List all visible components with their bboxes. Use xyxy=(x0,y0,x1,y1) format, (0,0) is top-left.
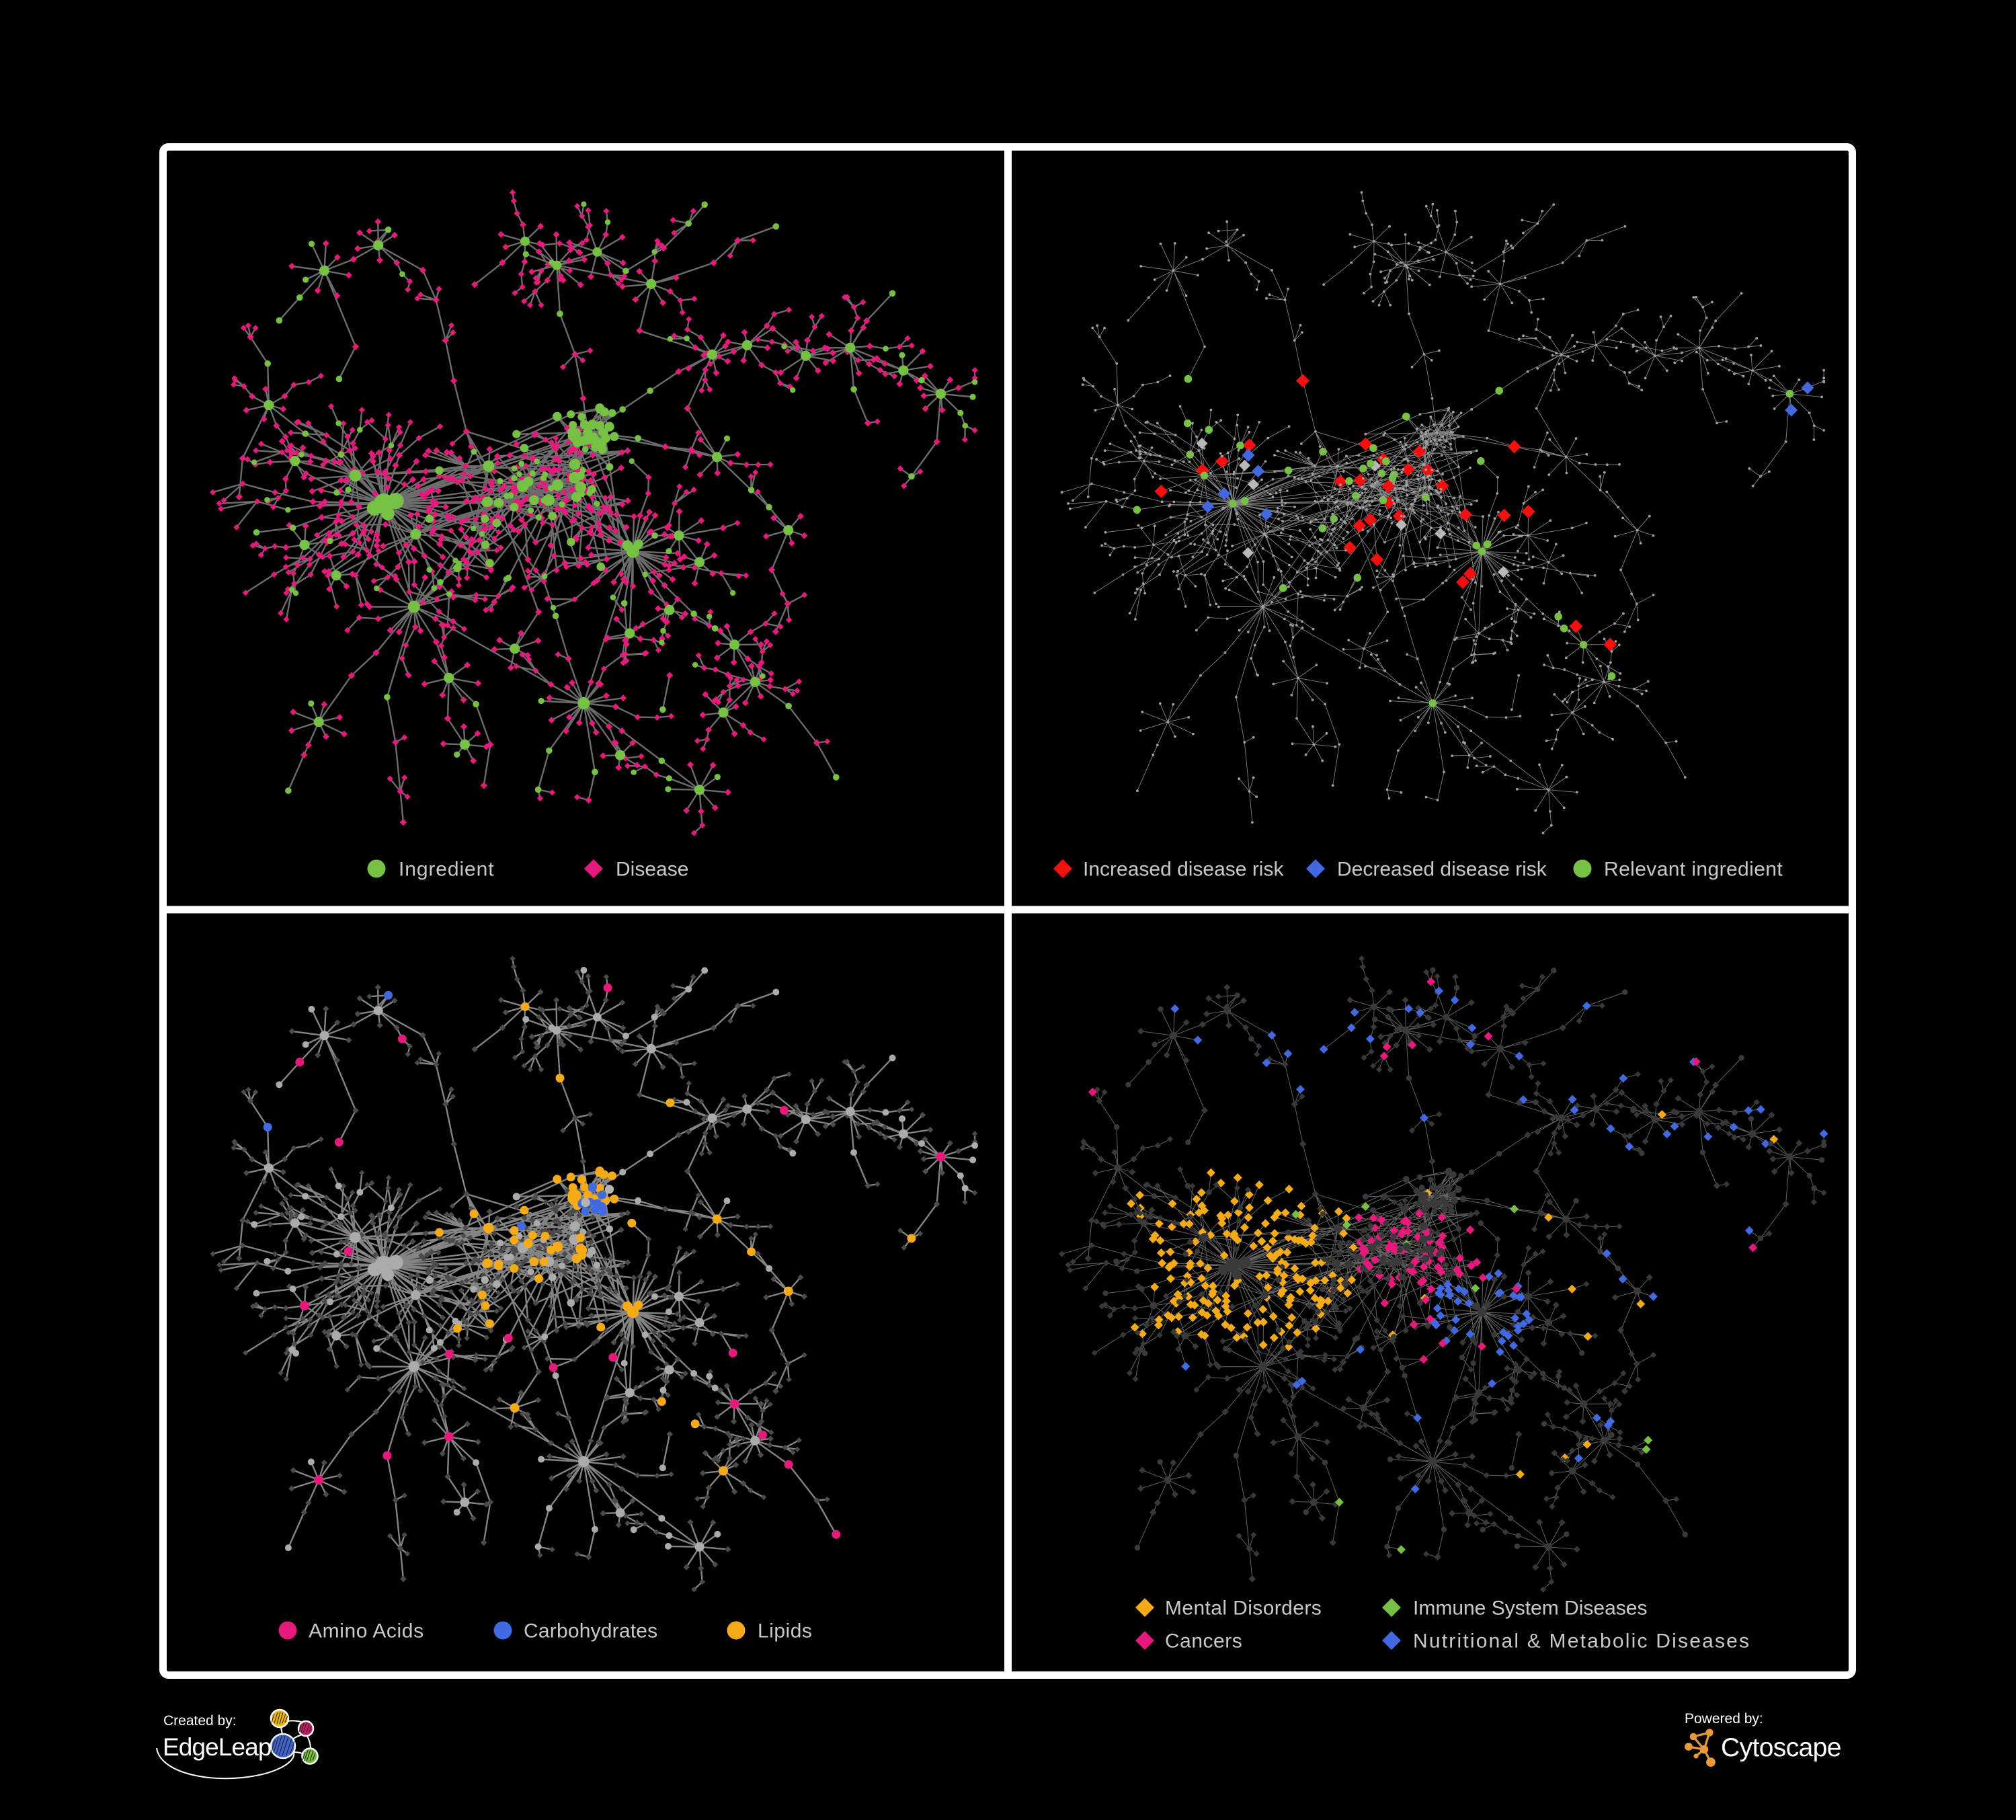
svg-text:Lipids: Lipids xyxy=(758,1620,812,1643)
svg-text:Increased disease risk: Increased disease risk xyxy=(1083,859,1284,881)
svg-text:Cancers: Cancers xyxy=(1165,1630,1242,1653)
svg-text:Powered by:: Powered by: xyxy=(1685,1711,1763,1727)
svg-text:Disease: Disease xyxy=(616,859,688,881)
svg-text:Ingredient: Ingredient xyxy=(399,859,494,881)
svg-text:Nutritional & Metabolic Diseas: Nutritional & Metabolic Diseases xyxy=(1413,1630,1750,1653)
svg-text:Immune System Diseases: Immune System Diseases xyxy=(1413,1597,1647,1620)
svg-text:Mental Disorders: Mental Disorders xyxy=(1165,1597,1322,1620)
svg-text:Relevant ingredient: Relevant ingredient xyxy=(1604,859,1783,881)
svg-text:Created by:: Created by: xyxy=(163,1713,237,1729)
svg-text:Decreased disease risk: Decreased disease risk xyxy=(1337,859,1547,881)
svg-text:EdgeLeap: EdgeLeap xyxy=(163,1733,272,1761)
svg-text:Carbohydrates: Carbohydrates xyxy=(524,1620,657,1643)
svg-text:Cytoscape: Cytoscape xyxy=(1721,1733,1841,1762)
svg-text:Amino Acids: Amino Acids xyxy=(309,1620,424,1643)
